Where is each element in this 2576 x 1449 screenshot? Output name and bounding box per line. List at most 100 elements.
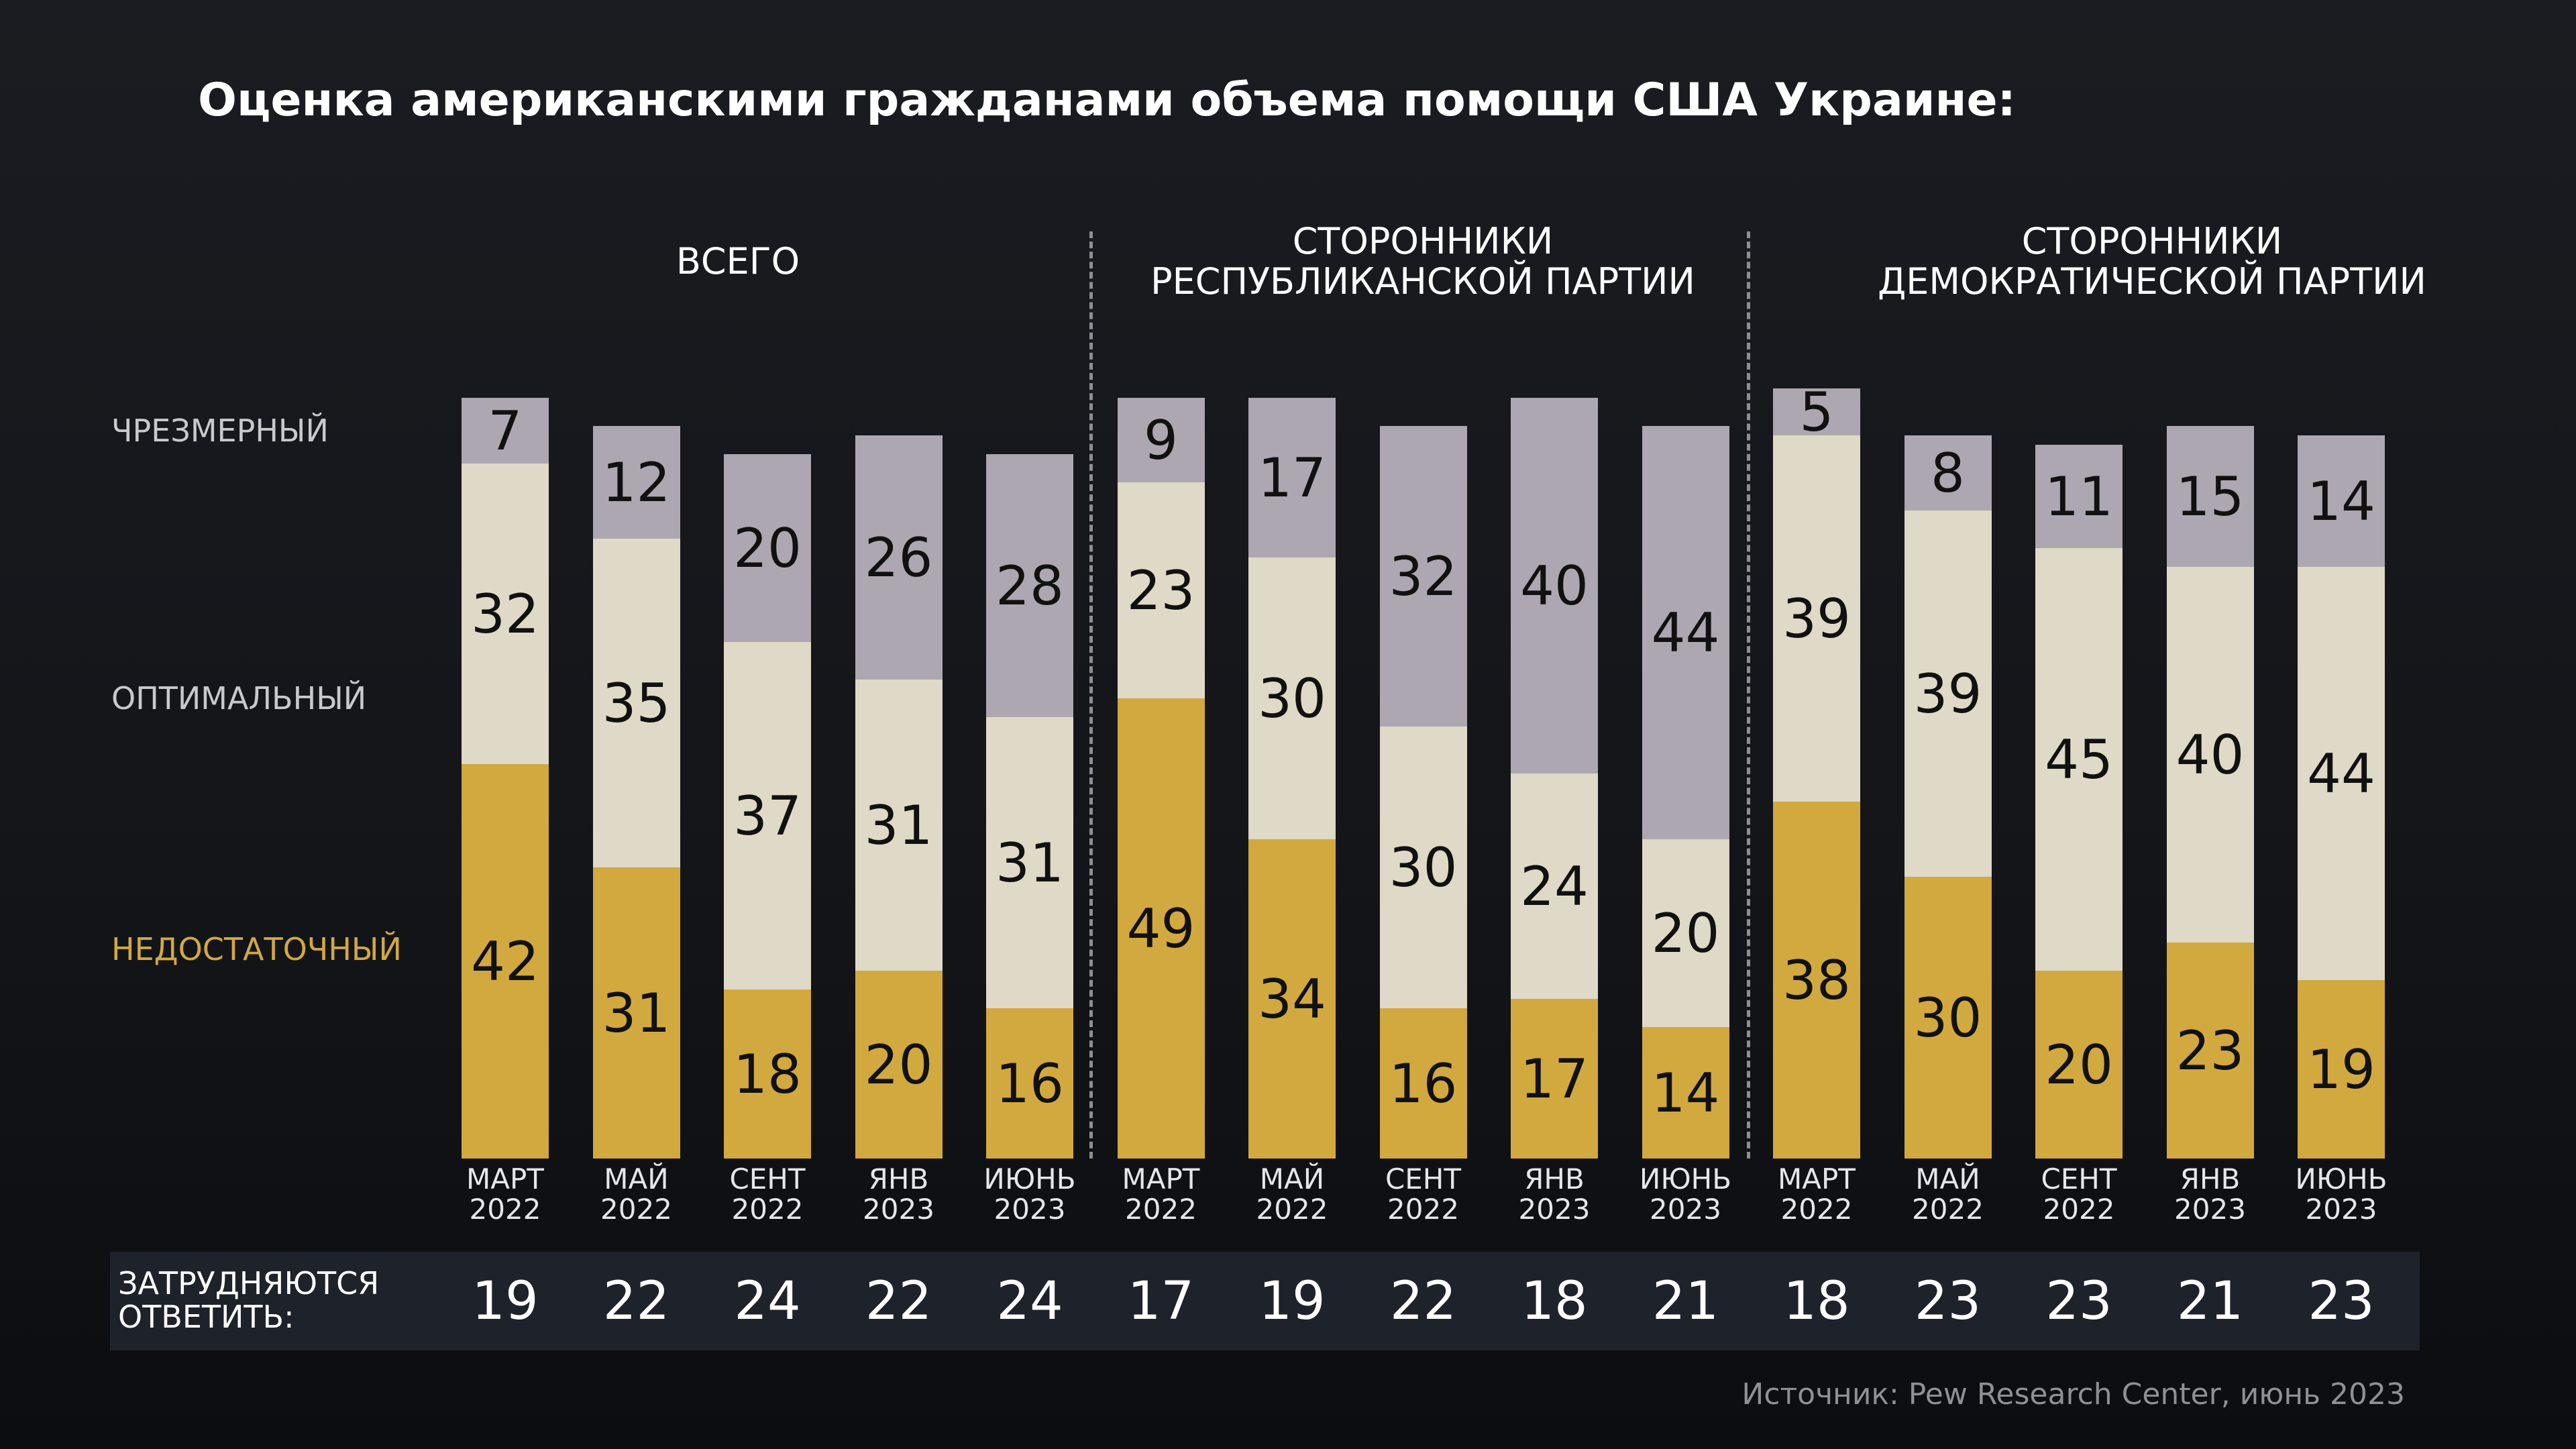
bar-segment-excessive: 15 (2166, 426, 2254, 567)
data-label: 49 (1126, 897, 1195, 960)
data-label: 37 (733, 784, 802, 847)
data-label: 20 (2045, 1033, 2113, 1096)
bar-segment-optimal: 32 (462, 464, 549, 764)
bar-segment-excessive: 9 (1117, 398, 1205, 482)
dont-know-label: ЗАТРУДНЯЮТСЯ ОТВЕТИТЬ: (118, 1267, 379, 1334)
x-tick-label-line: 2022 (731, 1193, 804, 1226)
bar-segment-optimal: 24 (1511, 773, 1598, 999)
legend-excessive: ЧРЕЗМЕРНЫЙ (111, 413, 329, 449)
x-tick-label-line: СЕНТ (729, 1163, 806, 1195)
x-tick-label: ЯНВ 2023 (832, 1164, 966, 1224)
x-tick-label-line: 2023 (1518, 1193, 1591, 1226)
dont-know-value: 18 (1783, 1271, 1850, 1332)
data-label: 32 (1389, 545, 1458, 608)
source-note: Источник: Pew Research Center, июнь 2023 (1741, 1377, 2405, 1411)
dont-know-band (110, 1252, 2420, 1350)
bar-segment-insufficient: 17 (1511, 999, 1598, 1159)
bar-segment-optimal: 40 (2166, 567, 2254, 943)
data-label: 7 (488, 399, 523, 462)
data-label: 30 (1258, 667, 1326, 730)
x-tick-label-line: ЯНВ (2180, 1163, 2241, 1195)
data-label: 44 (1651, 601, 1720, 664)
dont-know-label-line: ОТВЕТИТЬ: (118, 1299, 294, 1335)
x-tick-label: МАЙ 2022 (570, 1164, 704, 1224)
bar-segment-optimal: 23 (1117, 482, 1205, 698)
data-label: 17 (1520, 1047, 1589, 1110)
bar-segment-optimal: 31 (855, 680, 943, 971)
group-header: ВСЕГО (676, 241, 800, 282)
bar-segment-excessive: 12 (592, 426, 680, 539)
dont-know-label-line: ЗАТРУДНЯЮТСЯ (118, 1265, 380, 1301)
bar-segment-optimal: 30 (1379, 727, 1467, 1008)
data-label: 20 (864, 1033, 933, 1096)
dont-know-value: 22 (602, 1271, 670, 1332)
bar-segment-insufficient: 30 (1904, 877, 1992, 1159)
group-divider (1089, 231, 1093, 1159)
bar-segment-insufficient: 20 (2035, 971, 2123, 1159)
x-tick-label-line: МАРТ (1122, 1163, 1200, 1195)
x-tick-label-line: 2023 (2305, 1193, 2377, 1226)
bar-segment-excessive: 17 (1248, 398, 1336, 557)
data-label: 18 (733, 1042, 802, 1106)
dont-know-value: 22 (865, 1271, 932, 1332)
data-label: 30 (1913, 986, 1982, 1049)
group-header: СТОРОННИКИ РЕСПУБЛИКАНСКОЙ ПАРТИИ (1150, 221, 1695, 302)
x-tick-label-line: ЯНВ (868, 1163, 929, 1195)
group-header-line: СТОРОННИКИ (2021, 220, 2283, 262)
data-label: 11 (2045, 465, 2113, 528)
bar-segment-optimal: 39 (1773, 435, 1860, 802)
bar-segment-insufficient: 18 (724, 989, 811, 1159)
bar-segment-excessive: 8 (1904, 435, 1992, 511)
x-tick-label-line: МАЙ (1915, 1163, 1980, 1195)
bar-segment-insufficient: 34 (1248, 839, 1336, 1159)
x-tick-label-line: МАЙ (604, 1163, 669, 1195)
bar-segment-excessive: 44 (1642, 426, 1729, 839)
x-tick-label-line: 2023 (863, 1193, 934, 1226)
dont-know-value: 21 (1652, 1271, 1719, 1332)
data-label: 45 (2045, 728, 2113, 791)
bar-segment-insufficient: 31 (592, 867, 680, 1159)
bar-segment-excessive: 5 (1773, 381, 1860, 443)
data-label: 14 (2307, 470, 2375, 533)
data-label: 12 (602, 451, 671, 514)
x-tick-label-line: 2022 (600, 1193, 672, 1226)
dont-know-value: 24 (734, 1271, 801, 1332)
data-label: 23 (1126, 559, 1195, 622)
group-divider (1747, 231, 1750, 1159)
data-label: 31 (996, 831, 1064, 894)
bar-segment-insufficient: 14 (1642, 1027, 1729, 1159)
x-tick-label: СЕНТ 2022 (1356, 1164, 1491, 1224)
x-tick-label-line: МАРТ (466, 1163, 544, 1195)
data-label: 20 (733, 517, 802, 580)
data-label: 5 (1799, 380, 1834, 443)
data-label: 15 (2176, 465, 2245, 528)
dont-know-value: 19 (472, 1271, 539, 1332)
x-tick-label-line: 2022 (469, 1193, 541, 1226)
group-header: СТОРОННИКИ ДЕМОКРАТИЧЕСКОЙ ПАРТИИ (1878, 221, 2426, 302)
data-label: 26 (864, 526, 933, 589)
data-label: 31 (864, 794, 933, 857)
data-label: 24 (1520, 855, 1589, 918)
x-tick-label: МАЙ 2022 (1225, 1164, 1359, 1224)
data-label: 16 (1389, 1052, 1458, 1115)
bar-segment-optimal: 30 (1248, 557, 1336, 839)
bar-segment-excessive: 40 (1511, 398, 1598, 773)
bar-segment-optimal: 35 (592, 539, 680, 867)
bar-segment-optimal: 39 (1904, 511, 1992, 877)
bar-segment-excessive: 7 (462, 398, 549, 464)
x-tick-label-line: СЕНТ (2041, 1163, 2117, 1195)
data-label: 9 (1144, 409, 1178, 472)
x-tick-label-line: 2022 (1912, 1193, 1984, 1226)
data-label: 40 (1520, 554, 1589, 617)
bar-segment-insufficient: 38 (1773, 802, 1860, 1159)
x-tick-label-line: 2023 (1650, 1193, 1721, 1226)
x-tick-label: ИЮНЬ 2023 (2274, 1164, 2408, 1224)
bar-segment-excessive: 20 (724, 454, 811, 642)
x-tick-label: МАРТ 2022 (1750, 1164, 1884, 1224)
dont-know-value: 23 (2045, 1271, 2112, 1332)
x-tick-label: ЯНВ 2023 (2143, 1164, 2277, 1224)
data-label: 38 (1782, 949, 1851, 1012)
data-label: 44 (2307, 742, 2375, 805)
data-label: 28 (996, 554, 1064, 617)
group-header-line: ДЕМОКРАТИЧЕСКОЙ ПАРТИИ (1878, 260, 2426, 303)
